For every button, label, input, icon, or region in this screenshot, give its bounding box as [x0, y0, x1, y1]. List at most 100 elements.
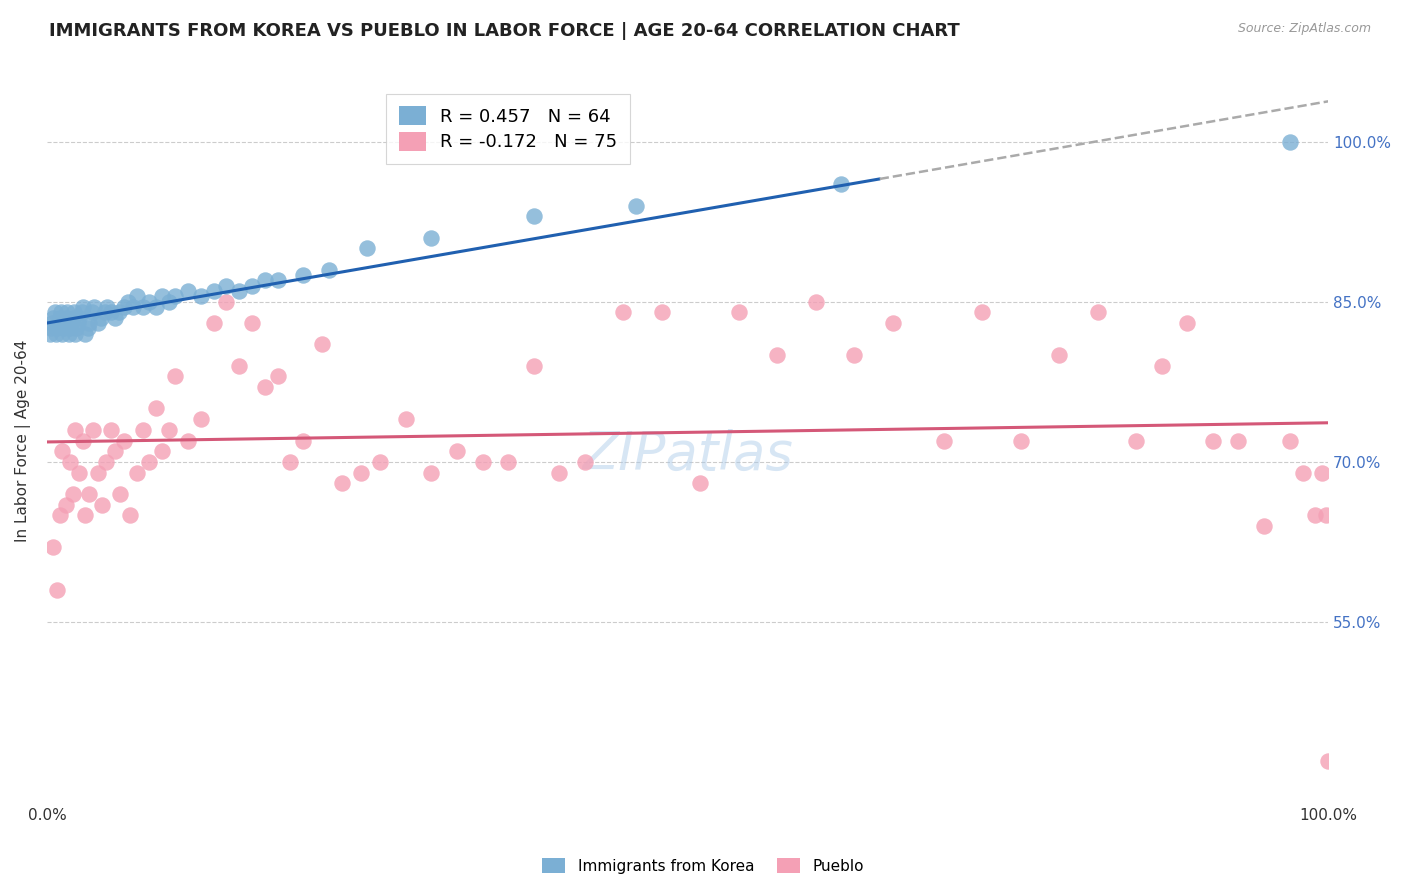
- Point: [49, 305, 72, 319]
- Point: [1175, 316, 1198, 330]
- Point: [104, 310, 127, 325]
- Point: [350, 466, 373, 480]
- Point: [41, 316, 63, 330]
- Point: [496, 455, 519, 469]
- Point: [63, 423, 86, 437]
- Point: [38, 326, 60, 341]
- Point: [165, 289, 187, 303]
- Point: [63, 326, 86, 341]
- Point: [49, 310, 72, 325]
- Point: [55, 310, 77, 325]
- Point: [1317, 754, 1340, 768]
- Point: [150, 444, 173, 458]
- Point: [75, 326, 97, 341]
- Text: IMMIGRANTS FROM KOREA VS PUEBLO IN LABOR FORCE | AGE 20-64 CORRELATION CHART: IMMIGRANTS FROM KOREA VS PUEBLO IN LABOR…: [49, 22, 960, 40]
- Point: [63, 305, 86, 319]
- Point: [280, 455, 302, 469]
- Point: [49, 508, 72, 523]
- Y-axis label: In Labor Force | Age 20-64: In Labor Force | Age 20-64: [15, 339, 31, 541]
- Point: [165, 369, 187, 384]
- Point: [117, 294, 139, 309]
- Point: [446, 444, 468, 458]
- Point: [77, 321, 100, 335]
- Point: [59, 455, 82, 469]
- Point: [107, 305, 129, 319]
- Legend: R = 0.457   N = 64, R = -0.172   N = 75: R = 0.457 N = 64, R = -0.172 N = 75: [387, 94, 630, 164]
- Point: [121, 300, 143, 314]
- Point: [202, 284, 225, 298]
- Point: [311, 337, 333, 351]
- Point: [94, 455, 117, 469]
- Point: [58, 326, 80, 341]
- Point: [138, 455, 160, 469]
- Point: [67, 466, 90, 480]
- Point: [145, 300, 167, 314]
- Point: [395, 412, 418, 426]
- Point: [253, 380, 276, 394]
- Point: [1315, 508, 1337, 523]
- Point: [96, 300, 118, 314]
- Point: [177, 434, 200, 448]
- Point: [972, 305, 994, 319]
- Point: [72, 434, 94, 448]
- Point: [689, 476, 711, 491]
- Point: [80, 305, 103, 319]
- Point: [215, 278, 238, 293]
- Point: [228, 359, 250, 373]
- Point: [420, 230, 443, 244]
- Point: [42, 541, 65, 555]
- Point: [266, 369, 288, 384]
- Point: [651, 305, 673, 319]
- Point: [804, 294, 827, 309]
- Point: [1125, 434, 1147, 448]
- Point: [1010, 434, 1032, 448]
- Point: [55, 498, 77, 512]
- Point: [62, 487, 84, 501]
- Point: [548, 466, 571, 480]
- Point: [46, 582, 69, 597]
- Point: [157, 294, 180, 309]
- Point: [842, 348, 865, 362]
- Point: [75, 508, 97, 523]
- Point: [1202, 434, 1225, 448]
- Point: [240, 316, 263, 330]
- Point: [132, 300, 155, 314]
- Point: [1253, 519, 1275, 533]
- Point: [65, 321, 87, 335]
- Text: Source: ZipAtlas.com: Source: ZipAtlas.com: [1237, 22, 1371, 36]
- Point: [356, 241, 378, 255]
- Point: [318, 262, 340, 277]
- Point: [727, 305, 749, 319]
- Point: [52, 321, 75, 335]
- Point: [83, 300, 105, 314]
- Point: [368, 455, 391, 469]
- Point: [100, 305, 122, 319]
- Point: [125, 289, 148, 303]
- Point: [1291, 466, 1313, 480]
- Point: [91, 498, 114, 512]
- Point: [626, 198, 648, 212]
- Point: [44, 305, 66, 319]
- Text: ZIPatlas: ZIPatlas: [582, 429, 793, 481]
- Point: [62, 310, 84, 325]
- Point: [932, 434, 955, 448]
- Point: [72, 300, 94, 314]
- Point: [87, 316, 110, 330]
- Point: [46, 321, 69, 335]
- Point: [228, 284, 250, 298]
- Point: [67, 310, 90, 325]
- Point: [132, 423, 155, 437]
- Point: [87, 466, 110, 480]
- Point: [42, 310, 65, 325]
- Point: [523, 359, 546, 373]
- Point: [1278, 434, 1301, 448]
- Point: [145, 401, 167, 416]
- Point: [48, 316, 70, 330]
- Point: [104, 444, 127, 458]
- Point: [39, 321, 62, 335]
- Point: [240, 278, 263, 293]
- Point: [612, 305, 634, 319]
- Point: [1310, 466, 1333, 480]
- Point: [1150, 359, 1173, 373]
- Point: [51, 444, 73, 458]
